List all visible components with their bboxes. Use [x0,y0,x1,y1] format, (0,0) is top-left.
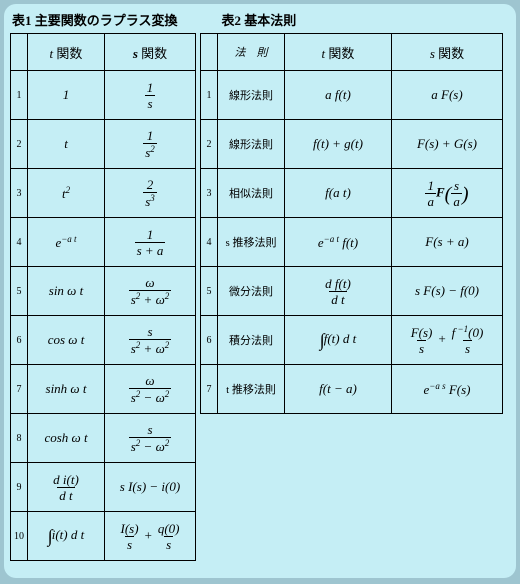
table-row: 7sinh ω tωs2 − ω2 [11,365,196,414]
table-row: 7t 推移法則f(t − a)e−a s F(s) [201,365,503,414]
table-row: 4s 推移法則e−a t f(t)F(s + a) [201,218,503,267]
table-row: 8cosh ω tss2 − ω2 [11,414,196,463]
table-row: 5sin ω tωs2 + ω2 [11,267,196,316]
rules-table: 法 則 t 関数 s 関数 1線形法則a f(t)a F(s)2線形法則f(t)… [200,33,503,414]
table-row: 1線形法則a f(t)a F(s) [201,71,503,120]
table-row: 111s [11,71,196,120]
table2-title: 表2 基本法則 [222,10,297,29]
table-row: 6積分法則∫f(t) d tF(s)s + f −1(0)s [201,316,503,365]
table-row: 6cos ω tss2 + ω2 [11,316,196,365]
table-row: 10∫i(t) d tI(s)s + q(0)s [11,512,196,561]
table-row: 3t22s3 [11,169,196,218]
table-row: 9d i(t)d ts I(s) − i(0) [11,463,196,512]
table-row: 4e−a t1s + a [11,218,196,267]
table1-title: 表1 主要関数のラプラス変換 [12,10,178,29]
table-row: 3相似法則f(a t)1aF(sa) [201,169,503,218]
laplace-table: t 関数 s 関数 111s2t1s23t22s34e−a t1s + a5si… [10,33,196,561]
table-row: 5微分法則d f(t)d ts F(s) − f(0) [201,267,503,316]
table-row: 2t1s2 [11,120,196,169]
table-row: 2線形法則f(t) + g(t)F(s) + G(s) [201,120,503,169]
